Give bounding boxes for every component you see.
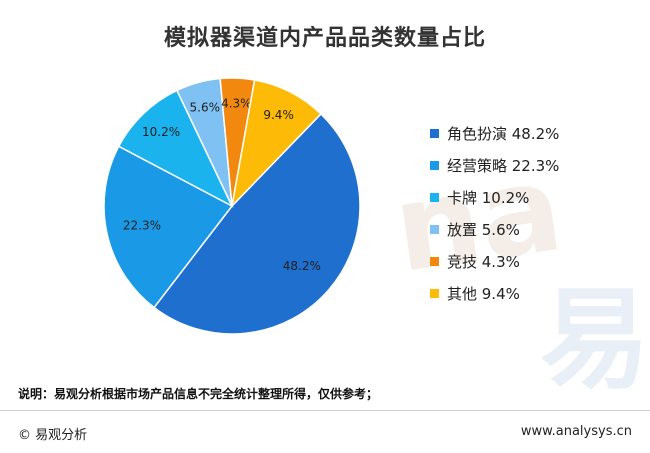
- legend-item-2: 经营策略 22.3%: [430, 152, 559, 179]
- pie-slice-2: [103, 145, 234, 309]
- footer-brand: © 易观分析: [18, 428, 88, 443]
- pie-label-1: 48.2%: [283, 259, 321, 273]
- legend-swatch-2: [430, 161, 439, 170]
- legend-item-3: 卡牌 10.2%: [430, 184, 559, 211]
- pie-slice-3: [117, 89, 234, 208]
- legend-swatch-6: [430, 289, 439, 298]
- chart-title: 模拟器渠道内产品品类数量占比: [163, 26, 486, 51]
- pie-label-2: 22.3%: [123, 219, 161, 233]
- legend-item-4: 放置 5.6%: [430, 216, 559, 243]
- legend-swatch-4: [430, 225, 439, 234]
- pie-label-5: 4.3%: [221, 97, 252, 111]
- pie-label-4: 5.6%: [190, 100, 221, 114]
- legend-label-4: 放置 5.6%: [447, 221, 520, 239]
- legend-label-5: 竞技 4.3%: [447, 253, 520, 271]
- footer-url: www.analysys.cn: [520, 424, 632, 439]
- pie-label-6: 9.4%: [263, 108, 294, 122]
- source-note: 说明：易观分析根据市场产品信息不完全统计整理所得，仅供参考；: [18, 387, 379, 401]
- legend-item-5: 竞技 4.3%: [430, 248, 559, 275]
- legend-label-1: 角色扮演 48.2%: [447, 125, 560, 143]
- legend-swatch-1: [430, 129, 439, 138]
- legend-label-2: 经营策略 22.3%: [447, 157, 560, 175]
- chart-legend: 角色扮演 48.2% 经营策略 22.3% 卡牌 10.2% 放置 5.6% 竞技 4.…: [430, 120, 559, 312]
- legend-label-3: 卡牌 10.2%: [447, 189, 530, 207]
- pie-slice-6: [230, 79, 322, 209]
- pie-slice-1: [152, 112, 361, 335]
- footer-divider: [0, 410, 650, 411]
- pie-label-3: 10.2%: [142, 125, 180, 139]
- legend-item-1: 角色扮演 48.2%: [430, 120, 559, 147]
- legend-label-6: 其他 9.4%: [447, 285, 520, 303]
- legend-item-6: 其他 9.4%: [430, 280, 559, 307]
- legend-swatch-3: [430, 193, 439, 202]
- legend-swatch-5: [430, 257, 439, 266]
